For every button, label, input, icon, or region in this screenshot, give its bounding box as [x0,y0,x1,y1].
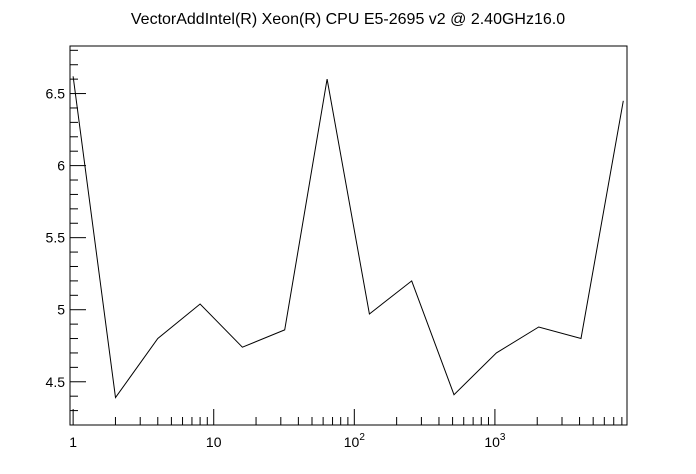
x-axis: 1 10 102 103 [69,409,623,450]
y-tick-label: 6 [57,158,65,174]
y-tick-label: 4.5 [46,374,66,390]
x-tick-label: 103 [484,432,506,450]
series-group [72,76,624,399]
plot-frame [69,45,628,426]
y-tick-label: 5.5 [46,230,66,246]
x-tick-label: 10 [206,434,222,450]
chart-title: VectorAddIntel(R) Xeon(R) CPU E5-2695 v2… [131,11,565,28]
y-axis: 4.5 5 5.5 6 6.5 [46,49,86,426]
x-tick-label: 1 [69,434,77,450]
series-line [72,76,624,399]
y-tick-label: 6.5 [46,86,66,102]
y-tick-label: 5 [57,302,65,318]
x-tick-label: 102 [344,432,366,450]
